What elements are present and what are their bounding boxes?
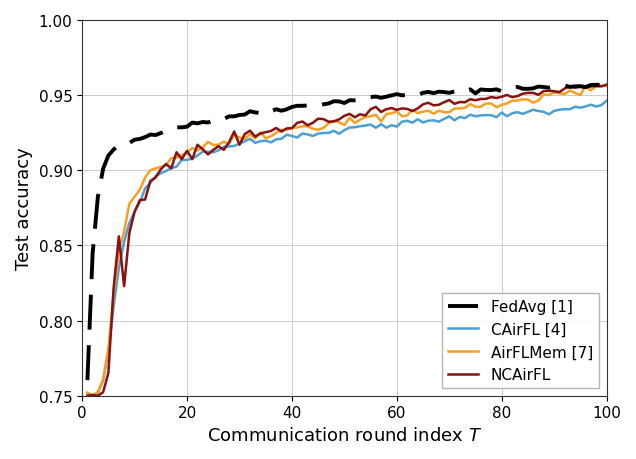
X-axis label: Communication round index $T$: Communication round index $T$ [207, 426, 482, 444]
CAirFL [4] [209, 150, 217, 156]
AirFLMem [7] [89, 393, 97, 398]
AirFLMem [7] [603, 84, 611, 90]
FedAvg [1] [351, 98, 359, 104]
FedAvg [1] [603, 83, 611, 89]
CAirFL [4] [582, 105, 590, 110]
AirFLMem [7] [356, 118, 364, 123]
AirFLMem [7] [582, 84, 590, 90]
CAirFL [4] [566, 107, 574, 113]
NCAirFL [183, 149, 191, 154]
FedAvg [1] [576, 84, 584, 90]
CAirFL [4] [398, 120, 406, 125]
Line: CAirFL [4]: CAirFL [4] [87, 102, 607, 395]
NCAirFL [576, 85, 584, 90]
NCAirFL [561, 87, 569, 92]
FedAvg [1] [592, 83, 600, 89]
CAirFL [4] [89, 392, 97, 398]
AirFLMem [7] [209, 143, 217, 148]
AirFLMem [7] [597, 84, 605, 89]
FedAvg [1] [393, 92, 401, 98]
CAirFL [4] [603, 99, 611, 105]
Y-axis label: Test accuracy: Test accuracy [15, 147, 33, 269]
NCAirFL [351, 115, 359, 121]
NCAirFL [393, 108, 401, 113]
NCAirFL [204, 152, 212, 158]
AirFLMem [7] [566, 89, 574, 94]
Line: FedAvg [1]: FedAvg [1] [87, 86, 607, 381]
FedAvg [1] [183, 125, 191, 130]
FedAvg [1] [204, 120, 212, 126]
CAirFL [4] [356, 124, 364, 130]
CAirFL [4] [188, 157, 196, 162]
AirFLMem [7] [398, 114, 406, 120]
AirFLMem [7] [83, 390, 91, 396]
Legend: FedAvg [1], CAirFL [4], AirFLMem [7], NCAirFL: FedAvg [1], CAirFL [4], AirFLMem [7], NC… [441, 293, 599, 388]
AirFLMem [7] [188, 146, 196, 151]
Line: NCAirFL: NCAirFL [87, 85, 607, 396]
NCAirFL [83, 393, 91, 398]
FedAvg [1] [561, 84, 569, 89]
NCAirFL [603, 83, 611, 88]
Line: AirFLMem [7]: AirFLMem [7] [87, 86, 607, 396]
FedAvg [1] [83, 378, 91, 383]
CAirFL [4] [83, 391, 91, 396]
